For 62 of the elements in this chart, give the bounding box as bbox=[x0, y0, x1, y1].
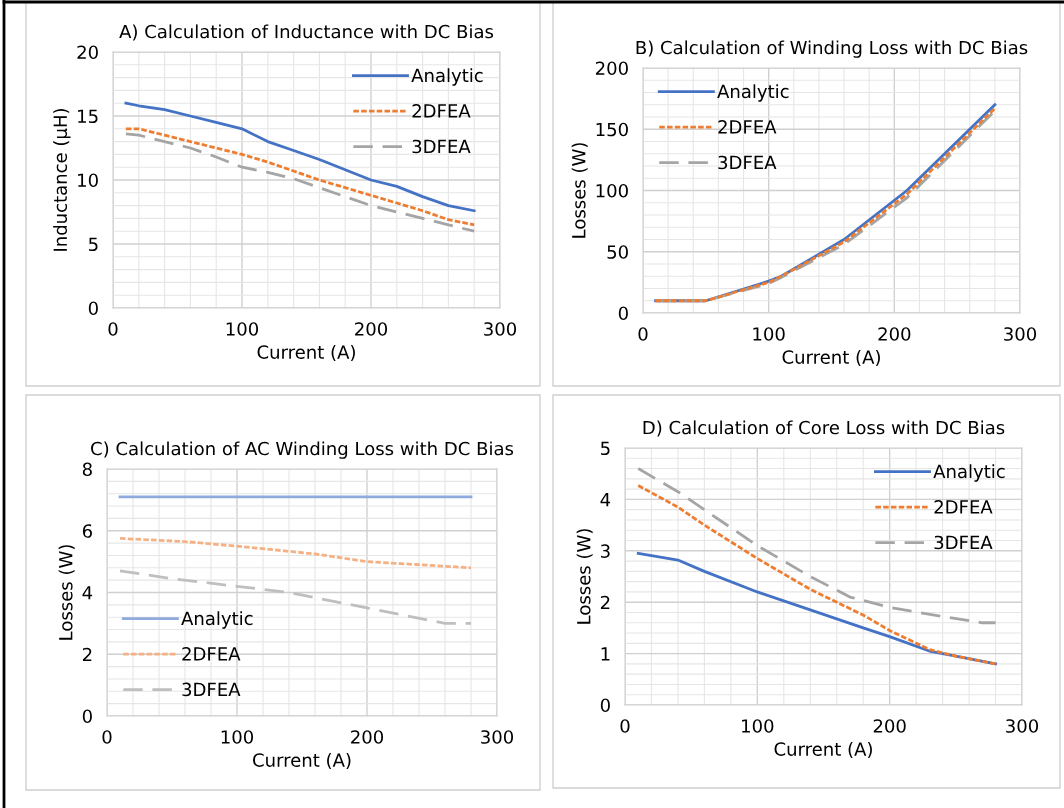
y-tick-label: 5 bbox=[89, 237, 98, 252]
y-tick-label: 4 bbox=[82, 586, 93, 600]
y-axis-title: Inductance (µH) bbox=[53, 109, 71, 251]
legend-label: 3DFEA bbox=[718, 155, 777, 170]
x-axis-title: Current (A) bbox=[257, 344, 355, 362]
chart-title: D) Calculation of Core Loss with DC Bias bbox=[643, 420, 1005, 437]
y-tick-label: 6 bbox=[82, 524, 92, 538]
line-series bbox=[636, 484, 997, 666]
x-tick-label: 100 bbox=[226, 322, 259, 336]
y-tick-label: 3 bbox=[601, 544, 610, 558]
x-tick-label: 300 bbox=[484, 322, 517, 336]
x-tick-label: 200 bbox=[355, 322, 388, 336]
y-tick-label: 4 bbox=[600, 493, 611, 507]
x-tick-label: 100 bbox=[221, 730, 254, 744]
legend-label: 2DFEA bbox=[412, 104, 471, 118]
y-tick-label: 2 bbox=[82, 647, 92, 662]
y-tick-label: 1 bbox=[601, 647, 610, 661]
y-tick-label: 0 bbox=[600, 698, 610, 713]
y-tick-label: 15 bbox=[78, 109, 98, 124]
y-tick-label: 100 bbox=[596, 183, 628, 198]
x-axis-title: Current (A) bbox=[782, 349, 880, 367]
chart-title: A) Calculation of Inductance with DC Bias bbox=[119, 24, 494, 41]
y-tick-label: 50 bbox=[607, 245, 628, 259]
y-tick-label: 0 bbox=[88, 301, 98, 316]
x-tick-label: 100 bbox=[742, 719, 774, 733]
legend-label: 3DFEA bbox=[412, 139, 471, 154]
x-tick-label: 300 bbox=[1004, 327, 1037, 341]
y-axis-title: Losses (W) bbox=[58, 545, 75, 640]
chart-title: C) Calculation of AC Winding Loss with DC Bias bbox=[91, 441, 514, 459]
x-tick-label: 200 bbox=[878, 327, 911, 341]
x-axis-title: Current (A) bbox=[774, 741, 872, 759]
legend-label: 2DFEA bbox=[182, 647, 241, 661]
y-tick-label: 150 bbox=[596, 122, 628, 137]
legend-label: Analytic bbox=[717, 84, 789, 102]
x-axis-title: Current (A) bbox=[253, 752, 351, 770]
x-tick-label: 0 bbox=[108, 322, 118, 336]
x-tick-label: 100 bbox=[753, 327, 785, 341]
line-series bbox=[118, 537, 473, 570]
legend-label: 2DFEA bbox=[934, 500, 993, 514]
y-tick-label: 2 bbox=[600, 595, 610, 610]
y-tick-label: 200 bbox=[595, 61, 628, 76]
legend-label: Analytic bbox=[933, 464, 1005, 482]
y-tick-label: 8 bbox=[82, 462, 92, 477]
x-tick-label: 0 bbox=[102, 730, 112, 744]
legend-label: Analytic bbox=[411, 68, 483, 86]
y-tick-label: 10 bbox=[78, 173, 98, 188]
legend-label: 2DFEA bbox=[718, 120, 777, 134]
y-tick-label: 20 bbox=[77, 45, 98, 60]
x-tick-label: 300 bbox=[481, 730, 514, 744]
y-tick-label: 5 bbox=[601, 441, 610, 456]
y-axis-title: Losses (W) bbox=[576, 529, 593, 624]
chart-title: B) Calculation of Winding Loss with DC Bias bbox=[636, 40, 1028, 58]
legend-label: Analytic bbox=[181, 611, 253, 629]
legend-label: 3DFEA bbox=[934, 535, 993, 550]
y-axis-title: Losses (W) bbox=[571, 143, 588, 238]
y-tick-label: 0 bbox=[618, 306, 628, 321]
legend-label: 3DFEA bbox=[182, 682, 241, 697]
x-tick-label: 200 bbox=[351, 730, 384, 744]
x-tick-label: 300 bbox=[1006, 719, 1039, 733]
line-series bbox=[124, 101, 476, 213]
x-tick-label: 0 bbox=[638, 327, 648, 341]
x-tick-label: 200 bbox=[873, 719, 906, 733]
